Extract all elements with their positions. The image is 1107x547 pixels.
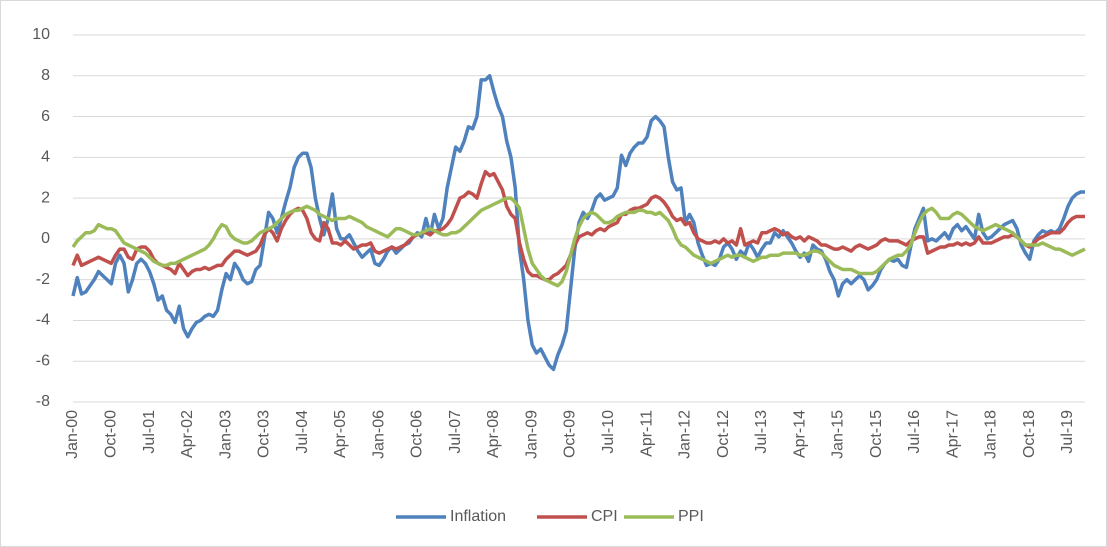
x-tick-label: Oct-00 — [102, 410, 119, 458]
legend-label: CPI — [591, 508, 618, 525]
x-tick-label: Oct-12 — [715, 410, 732, 458]
x-tick-label: Jul-01 — [141, 410, 158, 454]
y-tick-label: 0 — [41, 230, 50, 247]
legend-label: Inflation — [450, 508, 506, 525]
x-tick-label: Apr-11 — [638, 410, 655, 457]
x-tick-label: Jul-04 — [294, 410, 311, 454]
x-tick-label: Oct-15 — [868, 410, 885, 458]
x-tick-label: Apr-05 — [332, 410, 349, 458]
x-tick-label: Jul-10 — [600, 410, 617, 454]
y-tick-label: 6 — [41, 108, 50, 125]
x-tick-label: Jul-19 — [1059, 410, 1076, 454]
x-tick-label: Jan-03 — [217, 410, 234, 459]
x-tick-label: Apr-14 — [791, 410, 808, 458]
x-tick-label: Jul-16 — [906, 410, 923, 454]
line-series — [71, 196, 1086, 288]
y-tick-label: -6 — [36, 352, 50, 369]
y-tick-label: -2 — [36, 271, 50, 288]
x-tick-label: Jan-12 — [677, 410, 694, 459]
x-tick-label: Apr-02 — [179, 410, 196, 458]
y-tick-label: -8 — [36, 393, 50, 410]
x-tick-label: Oct-18 — [1021, 410, 1038, 458]
legend-label: PPI — [678, 508, 704, 525]
y-tick-label: 10 — [32, 26, 50, 43]
x-tick-label: Jan-15 — [830, 410, 847, 459]
y-tick-label: 8 — [41, 67, 50, 84]
x-tick-label: Oct-03 — [256, 410, 273, 458]
y-tick-label: 4 — [41, 149, 50, 166]
x-tick-label: Jul-13 — [753, 410, 770, 454]
line-series — [71, 169, 1085, 282]
x-tick-label: Oct-09 — [562, 410, 579, 458]
x-tick-label: Jan-18 — [983, 410, 1000, 459]
x-tick-label: Jul-07 — [447, 410, 464, 454]
y-tick-label: -4 — [36, 312, 50, 329]
x-tick-label: Oct-06 — [409, 410, 426, 458]
x-tick-label: Jan-00 — [64, 410, 81, 459]
x-tick-label: Jan-06 — [370, 410, 387, 459]
x-tick-label: Jan-09 — [523, 410, 540, 459]
x-tick-label: Apr-08 — [485, 410, 502, 458]
legend: Inflation CPI PPI — [396, 508, 704, 525]
y-tick-label: 2 — [41, 189, 50, 206]
x-tick-label: Apr-17 — [944, 410, 961, 458]
